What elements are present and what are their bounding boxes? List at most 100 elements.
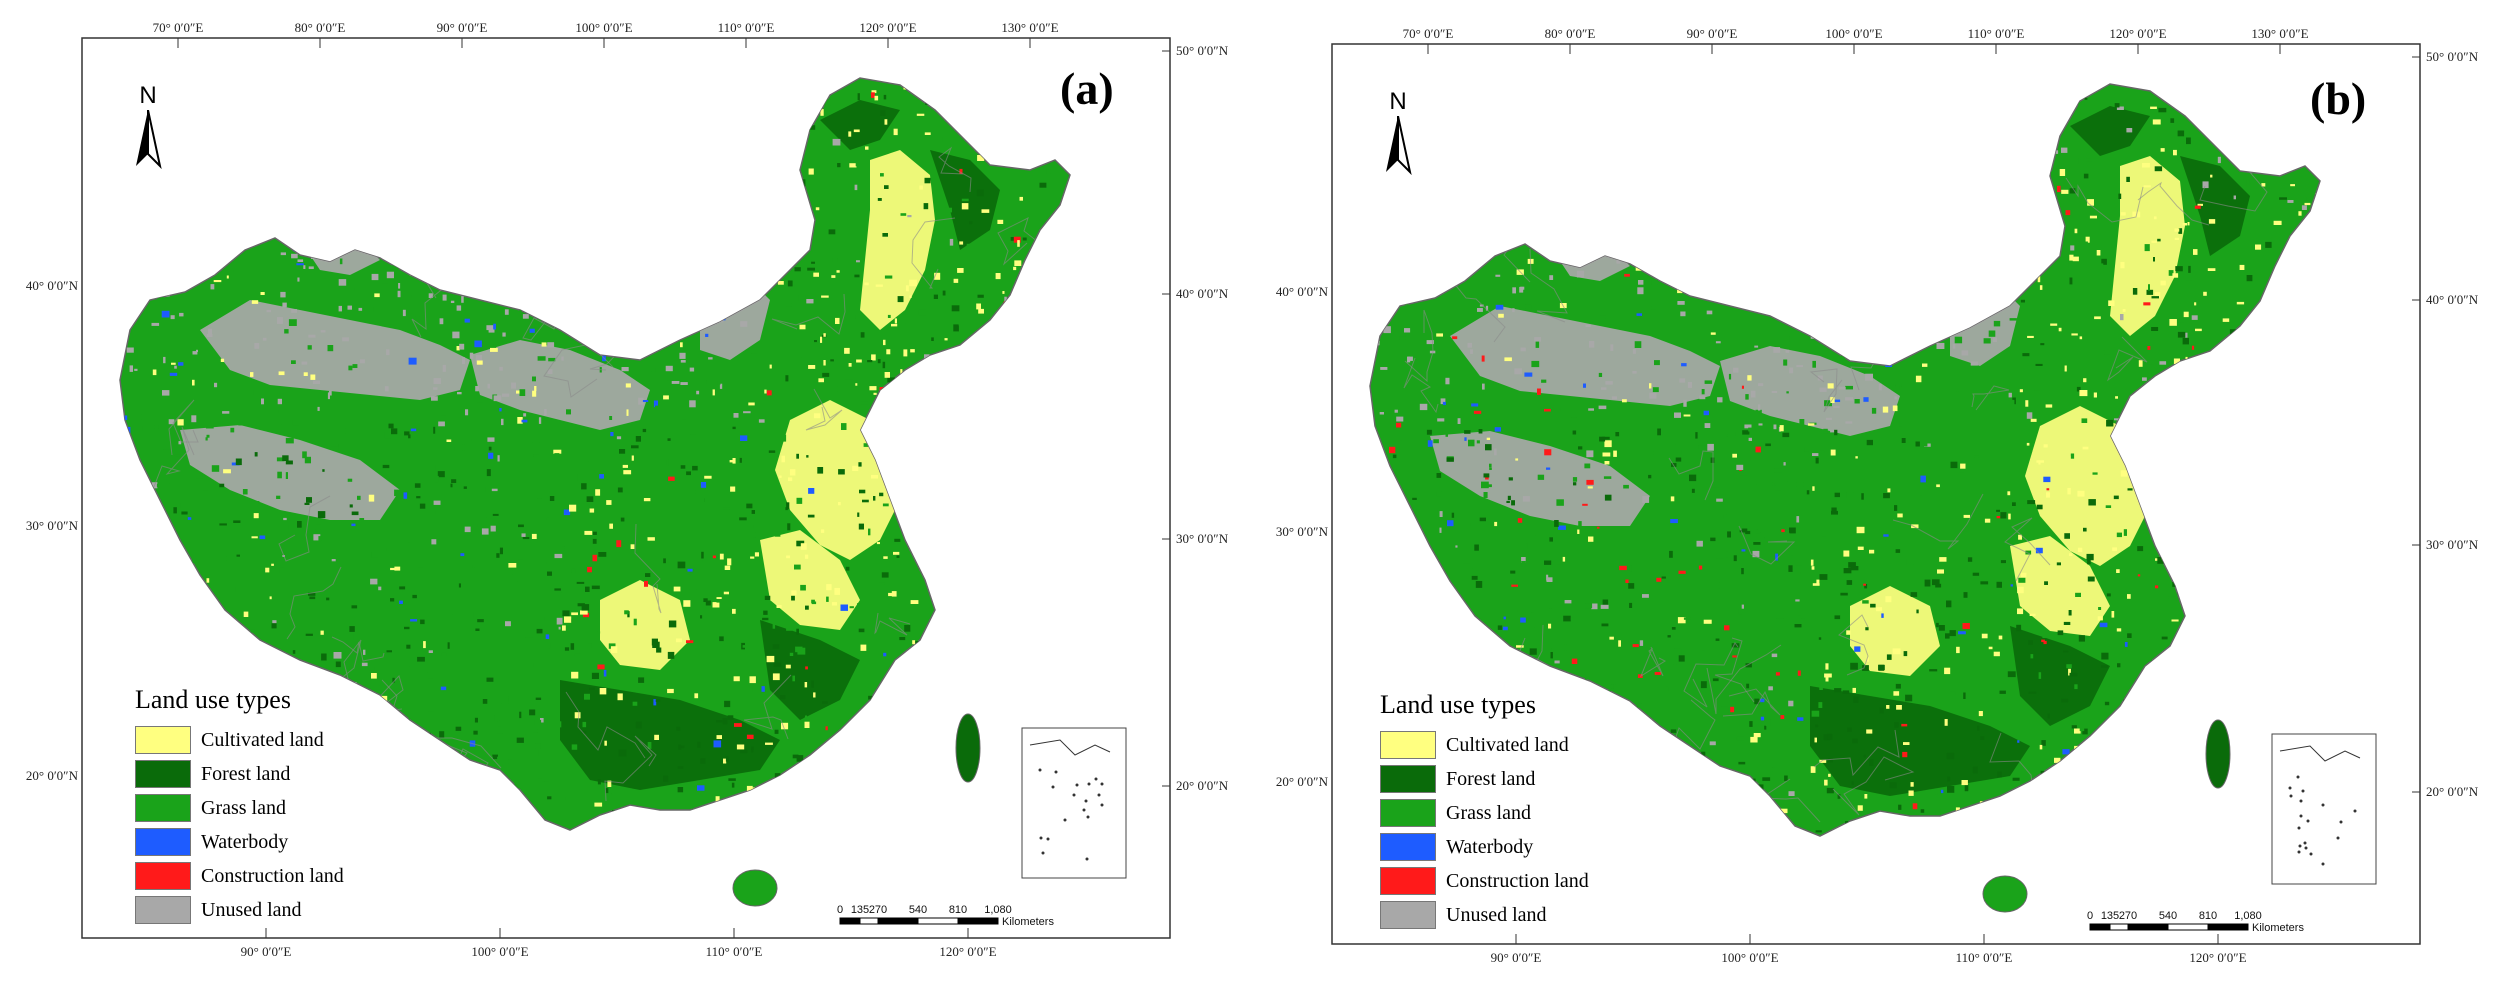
land-use-pixel bbox=[2036, 460, 2044, 463]
inset-island bbox=[2297, 826, 2301, 830]
land-use-pixel bbox=[1857, 805, 1863, 811]
land-use-pixel bbox=[1715, 554, 1724, 559]
land-use-pixel bbox=[1522, 496, 1530, 502]
land-use-pixel bbox=[1812, 486, 1815, 491]
land-use-pixel bbox=[619, 449, 626, 454]
land-use-pixel bbox=[492, 513, 499, 516]
land-use-pixel bbox=[1675, 457, 1682, 462]
land-use-pixel bbox=[1815, 457, 1819, 464]
land-use-pixel bbox=[942, 290, 946, 296]
land-use-pixel bbox=[1548, 623, 1552, 629]
land-use-pixel bbox=[586, 496, 594, 502]
land-use-pixel bbox=[280, 598, 288, 601]
land-use-pixel bbox=[2027, 335, 2034, 338]
land-use-pixel bbox=[178, 362, 184, 366]
land-use-pixel bbox=[171, 362, 176, 365]
land-use-pixel bbox=[903, 349, 908, 357]
land-use-pixel bbox=[1727, 647, 1732, 654]
land-use-pixel bbox=[705, 333, 709, 337]
land-use-pixel bbox=[481, 528, 489, 535]
land-use-pixel bbox=[1825, 663, 1829, 670]
land-use-pixel bbox=[525, 637, 533, 641]
land-use-pixel bbox=[1698, 445, 1706, 449]
land-use-pixel bbox=[1706, 310, 1713, 315]
land-use-pixel bbox=[1745, 394, 1749, 400]
land-use-pixel bbox=[1551, 648, 1555, 655]
land-use-pixel bbox=[617, 487, 623, 493]
hainan-island bbox=[732, 869, 778, 907]
land-use-pixel bbox=[1725, 551, 1729, 558]
land-use-pixel bbox=[2054, 757, 2061, 763]
land-use-pixel bbox=[1765, 719, 1771, 727]
land-use-pixel bbox=[863, 443, 869, 447]
land-use-pixel bbox=[891, 591, 897, 597]
province-boundary bbox=[805, 388, 843, 431]
land-use-pixel bbox=[554, 453, 560, 457]
land-use-pixel bbox=[647, 537, 655, 541]
land-use-pixel bbox=[1567, 404, 1571, 407]
land-use-pixel bbox=[2148, 657, 2152, 662]
land-use-pixel bbox=[2041, 740, 2046, 746]
land-use-pixel bbox=[512, 325, 518, 329]
land-use-pixel bbox=[681, 415, 687, 420]
land-use-pixel bbox=[706, 380, 711, 385]
land-use-pixel bbox=[404, 447, 407, 454]
land-use-pixel bbox=[459, 343, 465, 350]
land-use-pixel bbox=[625, 383, 631, 388]
land-use-pixel bbox=[663, 558, 666, 564]
land-use-pixel bbox=[1674, 412, 1681, 418]
land-use-pixel bbox=[1935, 792, 1938, 795]
land-use-pixel bbox=[537, 492, 542, 499]
land-use-pixel bbox=[1623, 484, 1629, 489]
land-use-pixel bbox=[2169, 319, 2177, 326]
land-use-pixel bbox=[1585, 324, 1591, 327]
land-use-pixel bbox=[832, 258, 838, 262]
land-use-pixel bbox=[2116, 569, 2120, 573]
land-use-pixel bbox=[408, 542, 411, 546]
land-use-pixel bbox=[1677, 301, 1685, 305]
land-use-pixel bbox=[653, 699, 657, 706]
land-use-pixel bbox=[472, 564, 475, 568]
land-use-pixel bbox=[1437, 324, 1440, 332]
land-use-pixel bbox=[905, 322, 911, 325]
land-use-pixel bbox=[347, 305, 352, 310]
land-use-pixel bbox=[746, 686, 753, 693]
land-use-pixel bbox=[663, 775, 669, 782]
land-use-pixel bbox=[564, 647, 570, 651]
land-use-pixel bbox=[297, 521, 302, 528]
land-use-pixel bbox=[1504, 357, 1512, 362]
land-use-pixel bbox=[1715, 341, 1721, 344]
top-tick-label: 120° 0′0″E bbox=[2109, 26, 2166, 41]
land-use-pixel bbox=[713, 740, 722, 748]
land-use-pixel bbox=[1717, 397, 1723, 403]
land-use-pixel bbox=[338, 279, 347, 286]
land-use-pixel bbox=[1515, 458, 1519, 461]
land-use-pixel bbox=[1920, 475, 1926, 483]
land-use-pixel bbox=[288, 525, 296, 531]
land-use-pixel bbox=[860, 332, 865, 338]
land-use-pixel bbox=[867, 360, 873, 363]
land-use-pixel bbox=[1797, 615, 1801, 619]
legend-label: Grass land bbox=[1446, 801, 1531, 824]
land-use-pixel bbox=[276, 495, 281, 499]
land-use-pixel bbox=[1464, 522, 1471, 527]
land-use-pixel bbox=[1847, 727, 1852, 732]
land-use-pixel bbox=[598, 552, 607, 557]
scale-bar-tick: 270 bbox=[869, 904, 887, 916]
legend-label: Cultivated land bbox=[1446, 733, 1569, 756]
land-use-pixel bbox=[1380, 367, 1388, 370]
land-use-pixel bbox=[1394, 409, 1398, 413]
land-use-pixel bbox=[512, 570, 516, 575]
land-use-pixel bbox=[1750, 736, 1758, 743]
land-use-pixel bbox=[226, 275, 229, 279]
land-use-pixel bbox=[521, 628, 527, 634]
land-use-pixel bbox=[2069, 254, 2074, 261]
land-use-pixel bbox=[1506, 500, 1510, 503]
land-use-pixel bbox=[577, 474, 581, 481]
land-use-pixel bbox=[1961, 780, 1968, 786]
land-use-pixel bbox=[297, 277, 300, 282]
land-use-pixel bbox=[2077, 490, 2085, 497]
land-use-pixel bbox=[547, 342, 555, 348]
land-use-pixel bbox=[414, 483, 421, 488]
land-use-pixel bbox=[781, 455, 785, 463]
